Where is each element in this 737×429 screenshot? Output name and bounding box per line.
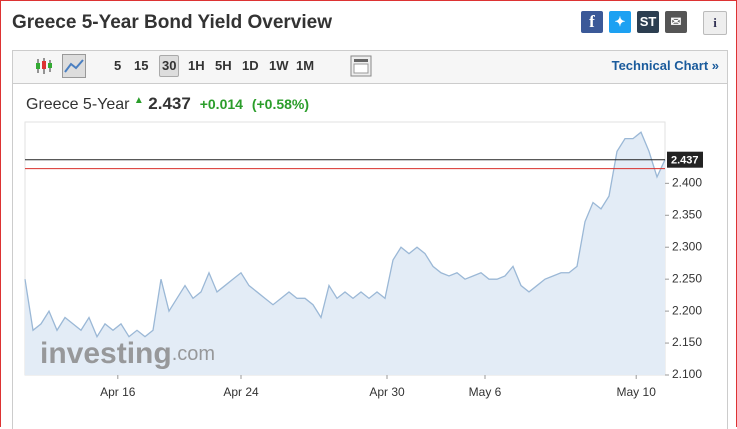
quote-last: 2.437 <box>148 94 191 113</box>
watermark: investing.com <box>40 337 215 370</box>
interval-button[interactable]: 1H <box>188 58 205 73</box>
interval-button[interactable]: 1W <box>269 58 289 73</box>
interval-button[interactable]: 30 <box>159 55 180 77</box>
y-tick-label: 2.200 <box>672 303 702 317</box>
calendar-icon[interactable] <box>350 55 372 77</box>
candle-icon[interactable] <box>34 57 54 75</box>
interval-button[interactable]: 1M <box>296 58 315 73</box>
up-arrow: ▲ <box>133 95 144 106</box>
quote-name: Greece 5-Year <box>26 96 130 113</box>
area-fill <box>25 132 665 375</box>
interval-button[interactable]: 5H <box>215 58 232 73</box>
y-tick-label: 2.150 <box>672 335 702 349</box>
interval-button[interactable]: 5 <box>114 58 122 73</box>
x-tick-label: Apr 30 <box>369 385 405 399</box>
info-icon[interactable]: i <box>703 11 727 35</box>
stocktwits-icon[interactable]: ST <box>637 11 659 33</box>
y-tick-label: 2.100 <box>672 367 702 381</box>
interval-button[interactable]: 15 <box>134 58 149 73</box>
quote-change-pct: (+0.58%) <box>251 96 310 112</box>
price-line <box>24 131 666 339</box>
quote-change: +0.014 <box>199 96 243 112</box>
twitter-icon[interactable]: ✦ <box>609 11 631 33</box>
mail-icon[interactable]: ✉ <box>665 11 687 33</box>
x-tick-label: May 10 <box>617 385 657 399</box>
x-tick-label: Apr 24 <box>223 385 259 399</box>
x-tick-label: May 6 <box>469 385 502 399</box>
y-tick-label: 2.300 <box>672 239 702 253</box>
quote: Greece 5-Year ▲ 2.437 +0.014 (+0.58%) <box>26 94 309 114</box>
line-icon[interactable] <box>62 54 86 78</box>
y-tick-label: 2.350 <box>672 207 702 221</box>
last-price-box <box>667 151 703 168</box>
title: Greece 5-Year Bond Yield Overview <box>12 12 332 33</box>
facebook-icon[interactable]: f <box>581 11 603 33</box>
technical-chart-link[interactable]: Technical Chart » <box>611 58 719 73</box>
watermark-suffix: .com <box>172 343 215 365</box>
watermark-brand: investing <box>40 337 172 370</box>
last-price-label: 2.437 <box>671 155 699 167</box>
y-tick-label: 2.250 <box>672 271 702 285</box>
interval-button[interactable]: 1D <box>242 58 259 73</box>
x-tick-label: Apr 16 <box>100 385 136 399</box>
y-tick-label: 2.400 <box>672 176 702 190</box>
